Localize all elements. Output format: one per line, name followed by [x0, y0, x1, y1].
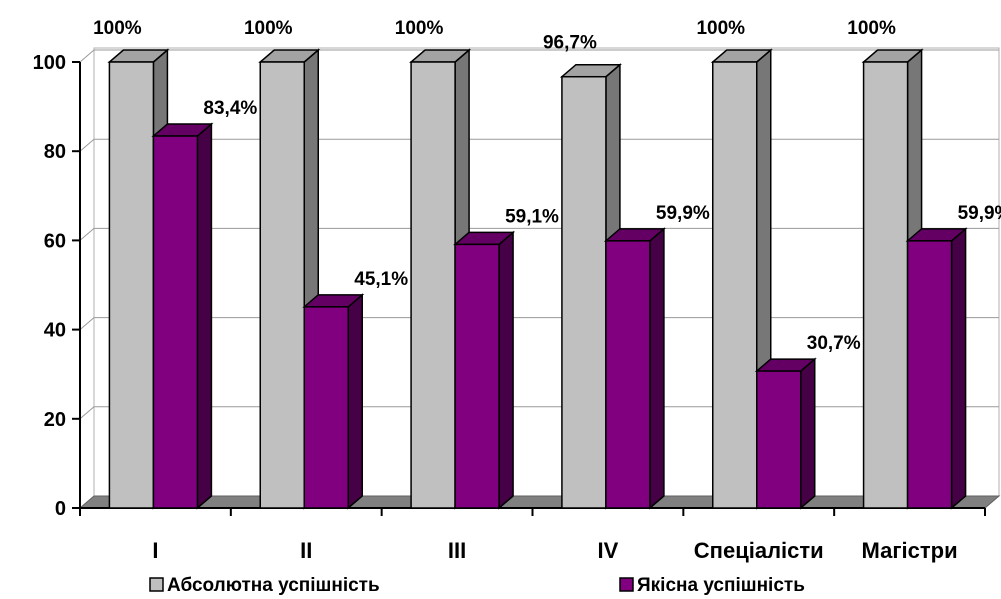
- bar-side: [347, 293, 363, 510]
- bar: [409, 48, 472, 510]
- bars: [107, 48, 968, 510]
- bar-side: [196, 122, 213, 510]
- category-label: I: [152, 538, 158, 563]
- category-label: II: [300, 538, 312, 563]
- y-tick-label: 0: [55, 498, 66, 520]
- bar-front: [410, 61, 456, 509]
- category-label: IV: [598, 538, 619, 563]
- data-label: 96,7%: [543, 33, 597, 54]
- y-tick-label: 80: [44, 141, 66, 163]
- data-label: 30,7%: [807, 333, 861, 354]
- y-tick-label: 60: [44, 230, 66, 252]
- category-label: Магістри: [862, 538, 958, 563]
- legend-label: Якісна успішність: [637, 575, 805, 596]
- legend-item: Абсолютна успішність: [149, 575, 380, 596]
- back-wall: [93, 47, 1000, 497]
- bar-side: [950, 227, 967, 510]
- data-label: 83,4%: [203, 98, 257, 119]
- legend-swatch: [619, 577, 634, 592]
- y-tick-label: 20: [44, 409, 66, 431]
- gridline: [79, 406, 999, 420]
- bar: [258, 48, 321, 510]
- bar: [151, 122, 214, 510]
- legend-label: Абсолютна успішність: [167, 575, 380, 596]
- bar-front: [561, 75, 607, 509]
- gridline: [79, 317, 999, 330]
- data-label: 100%: [244, 18, 293, 39]
- bar: [302, 293, 365, 510]
- bar: [754, 357, 817, 510]
- bar-front: [756, 370, 802, 509]
- data-label: 100%: [93, 18, 142, 39]
- chart-floor: [78, 495, 1001, 509]
- data-label: 59,9%: [958, 203, 1001, 224]
- data-label: 45,1%: [354, 269, 408, 290]
- legend-swatch: [149, 577, 164, 592]
- data-label: 100%: [395, 18, 444, 39]
- gridline: [79, 49, 999, 63]
- bar-front: [454, 243, 500, 509]
- bar-front: [906, 240, 953, 509]
- bar-front: [152, 135, 199, 509]
- bar-front: [605, 240, 651, 509]
- bar: [905, 227, 968, 510]
- bar-front: [108, 61, 155, 509]
- gridline: [79, 138, 999, 152]
- bar-side: [649, 227, 665, 510]
- y-tick-label: 100: [33, 52, 66, 74]
- bar: [453, 230, 516, 510]
- gridline: [79, 227, 999, 241]
- category-label: III: [448, 538, 466, 563]
- data-label: 100%: [847, 18, 896, 39]
- data-label: 59,9%: [656, 203, 710, 224]
- bar-front: [259, 61, 305, 509]
- legend-item: Якісна успішність: [619, 575, 805, 596]
- bar-front: [303, 306, 349, 509]
- data-label: 100%: [696, 18, 745, 39]
- bar-side: [800, 357, 816, 510]
- bar-side: [498, 230, 514, 510]
- bar: [603, 227, 666, 510]
- legend: Абсолютна успішність Якісна успішність: [149, 575, 805, 596]
- category-label: Спеціалісти: [694, 538, 824, 563]
- data-label: 59,1%: [505, 206, 559, 227]
- bar-front: [862, 61, 909, 509]
- data-labels: 100% 83,4% 100% 45,1% 100% 59,1% 96,7% 59,9% 100…: [93, 18, 1001, 354]
- y-tick-label: 40: [44, 320, 66, 342]
- bar-front: [712, 61, 758, 509]
